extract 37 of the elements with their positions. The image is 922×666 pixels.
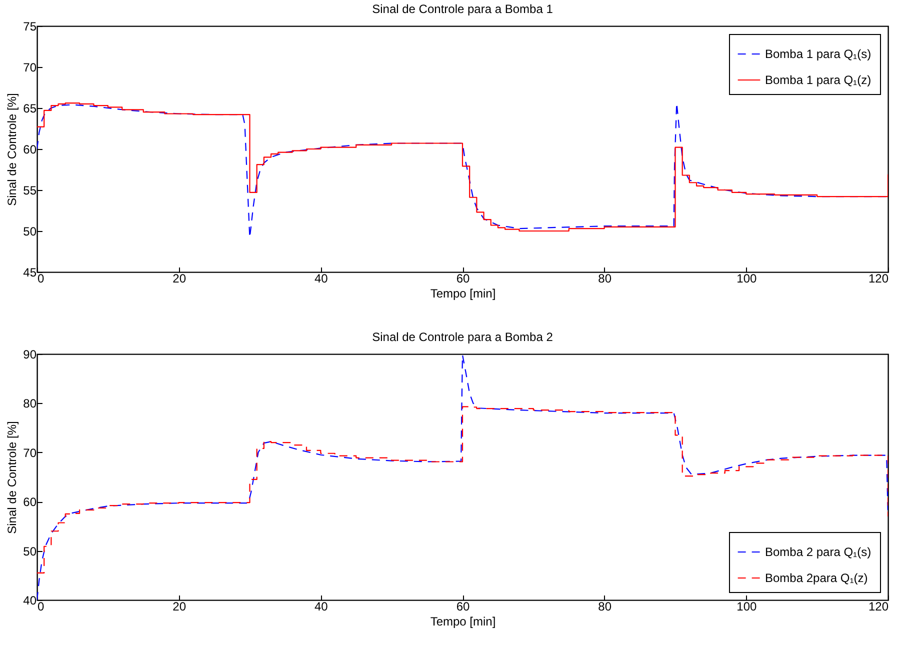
y-tick-label: 70 bbox=[23, 60, 37, 74]
y-tick-label: 50 bbox=[23, 224, 37, 238]
x-tick-label: 120 bbox=[868, 600, 889, 614]
x-tick-label: 40 bbox=[314, 600, 328, 614]
y-tick-label: 55 bbox=[23, 184, 37, 198]
legend-label: Bomba 1 para Q₁(z) bbox=[765, 73, 872, 87]
x-tick-label: 0 bbox=[38, 600, 44, 614]
line-series bbox=[37, 354, 888, 600]
x-tick-label: 100 bbox=[736, 272, 757, 286]
y-axis-title: Sinal de Controle [%] bbox=[5, 421, 20, 534]
x-axis-title: Tempo [min] bbox=[430, 286, 496, 300]
y-tick-label: 80 bbox=[23, 396, 37, 411]
x-tick-label: 0 bbox=[38, 272, 44, 286]
x-tick-label: 60 bbox=[456, 272, 470, 286]
y-tick-label: 60 bbox=[23, 495, 37, 510]
x-tick-label: 80 bbox=[598, 272, 612, 286]
x-tick-label: 20 bbox=[172, 272, 186, 286]
x-tick-label: 80 bbox=[598, 600, 612, 614]
x-tick-label: 100 bbox=[736, 600, 757, 614]
y-tick-label: 65 bbox=[23, 102, 37, 116]
legend-label: Bomba 2para Q₁(z) bbox=[765, 571, 868, 585]
y-tick-label: 50 bbox=[23, 544, 37, 558]
x-axis-title: Tempo [min] bbox=[430, 614, 496, 628]
legend-label: Bomba 1 para Q₁(s) bbox=[765, 47, 872, 61]
legend-label: Bomba 2 para Q₁(s) bbox=[765, 545, 872, 559]
y-tick-label: 70 bbox=[23, 446, 37, 460]
x-tick-label: 20 bbox=[172, 600, 186, 614]
y-tick-label: 75 bbox=[23, 20, 37, 34]
x-tick-label: 120 bbox=[868, 272, 889, 286]
y-axis-title: Sinal de Controle [%] bbox=[5, 93, 20, 206]
y-tick-label: 45 bbox=[23, 266, 37, 280]
x-tick-label: 60 bbox=[456, 600, 470, 614]
y-tick-label: 90 bbox=[23, 348, 37, 362]
y-tick-label: 60 bbox=[23, 142, 37, 156]
chart-title: Sinal de Controle para a Bomba 1 bbox=[372, 2, 554, 16]
chart-title: Sinal de Controle para a Bomba 2 bbox=[372, 330, 554, 344]
x-tick-label: 40 bbox=[314, 272, 328, 286]
